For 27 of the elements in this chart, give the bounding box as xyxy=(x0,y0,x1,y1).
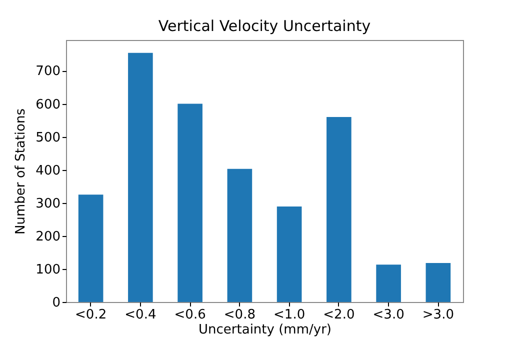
x-axis-title: Uncertainty (mm/yr) xyxy=(198,322,332,338)
x-tick-label: <0.8 xyxy=(224,308,256,322)
y-tick-label: 700 xyxy=(36,64,60,80)
bar xyxy=(376,264,401,302)
bar xyxy=(78,194,104,302)
bar xyxy=(426,263,451,302)
y-tick-label: 100 xyxy=(36,262,60,278)
chart-title: Vertical Velocity Uncertainty xyxy=(158,17,371,35)
y-tick-label: 200 xyxy=(36,229,60,244)
x-tick-label: <1.0 xyxy=(274,308,306,322)
x-tick-label: >3.0 xyxy=(422,308,454,322)
y-tick-label: 400 xyxy=(36,163,60,178)
y-tick-label: 600 xyxy=(36,97,60,112)
x-tick-label: <2.0 xyxy=(323,308,355,322)
bar xyxy=(276,206,302,302)
bar xyxy=(227,168,252,302)
bar xyxy=(178,104,202,302)
x-tick-label: <0.2 xyxy=(75,308,107,322)
y-tick-label: 500 xyxy=(36,130,60,146)
y-tick-label: 0 xyxy=(52,296,60,310)
x-tick-label: <0.4 xyxy=(124,308,156,322)
bar xyxy=(326,116,352,302)
bar xyxy=(128,52,153,302)
y-axis-title: Number of Stations xyxy=(14,108,29,235)
x-tick-label: <0.6 xyxy=(174,308,206,322)
x-tick-label: <3.0 xyxy=(372,308,404,322)
y-tick-label: 300 xyxy=(36,196,60,212)
